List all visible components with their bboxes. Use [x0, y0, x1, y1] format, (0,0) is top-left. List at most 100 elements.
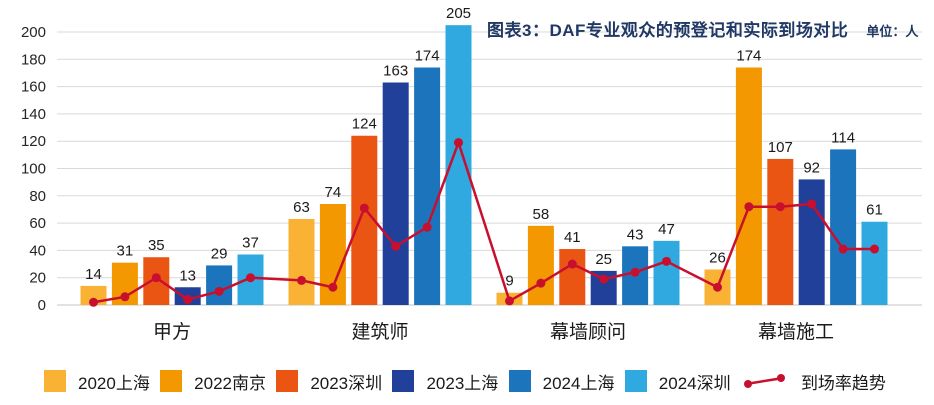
bar-value-label: 124	[352, 116, 377, 133]
legend-label: 2024上海	[542, 373, 615, 393]
bar-value-label: 25	[595, 251, 612, 268]
trend-line	[93, 138, 875, 304]
trend-point	[246, 273, 255, 283]
trend-point	[536, 278, 546, 288]
legend-label: 2023深圳	[310, 373, 383, 393]
legend: 2020上海 2022南京 2023深圳 2023上海 2024上海 2024深圳 到场率趋…	[0, 360, 934, 402]
bar-s4-c0	[206, 265, 233, 305]
trend-point	[183, 295, 193, 305]
chart-header: 图表3：DAF专业观众的预登记和实际到场对比 单位：人	[487, 16, 918, 41]
bar-s2-c2	[559, 249, 586, 305]
y-tick-label: 200	[21, 24, 46, 41]
bar-value-label: 29	[211, 245, 228, 262]
bar-s1-c3	[735, 67, 762, 306]
trend-point	[567, 259, 577, 269]
legend-swatch	[392, 370, 415, 392]
legend-label: 2024深圳	[658, 373, 731, 393]
trend-point	[630, 267, 640, 277]
bar-s1-c2	[527, 225, 554, 305]
trend-point	[505, 296, 514, 306]
bar-value-label: 174	[415, 47, 440, 64]
unit-label: 单位：人	[866, 24, 919, 39]
bar-s4-c1	[414, 67, 441, 306]
bar-value-label: 205	[446, 5, 471, 22]
bar-value-label: 13	[179, 267, 196, 284]
category-label: 建筑师	[351, 321, 408, 343]
legend-item-s2: 2023深圳	[276, 369, 382, 394]
bar-value-label: 26	[709, 250, 726, 267]
bar-value-label: 92	[803, 159, 820, 176]
y-tick-label: 0	[38, 297, 46, 314]
legend-item-trend: 到场率趋势	[741, 369, 886, 394]
y-tick-label: 160	[21, 79, 46, 96]
chart-canvas: 0 20 40 60 80 100 120 140 160 180 200 14 31 35 13 29 37 甲…	[21, 5, 922, 343]
bar-value-label: 74	[325, 184, 342, 201]
legend-label: 到场率趋势	[800, 373, 886, 393]
trend-point	[359, 203, 369, 213]
trend-point	[391, 241, 401, 251]
legend-item-s5: 2024深圳	[624, 369, 731, 394]
bar-s5-c3	[861, 221, 888, 305]
trend-point	[422, 222, 432, 232]
bar-value-label: 41	[564, 229, 581, 246]
legend-swatch	[276, 370, 299, 392]
bar-value-label: 107	[768, 139, 793, 156]
y-tick-label: 180	[21, 51, 46, 68]
bar-value-label: 61	[866, 202, 883, 219]
legend-swatch	[44, 370, 66, 392]
y-tick-label: 20	[29, 270, 46, 287]
bar-s3-c3	[798, 179, 825, 305]
y-tick-label: 40	[29, 242, 46, 259]
bar-s2-c3	[767, 158, 794, 305]
legend-label: 2023上海	[426, 373, 499, 393]
category-label: 幕墙顾问	[550, 321, 626, 343]
trend-point	[838, 244, 848, 254]
trend-point	[713, 282, 722, 292]
bar-value-label: 63	[293, 199, 310, 216]
trend-point	[744, 202, 754, 212]
y-tick-label: 80	[29, 188, 46, 205]
legend-swatch	[508, 370, 531, 392]
bar-value-label: 14	[85, 266, 102, 283]
bar-value-label: 114	[831, 129, 855, 146]
trend-point	[870, 244, 879, 254]
trend-point	[599, 274, 609, 284]
bar-s0-c1	[288, 219, 315, 305]
y-tick-label: 120	[21, 133, 46, 150]
trend-point	[807, 199, 817, 209]
bar-value-label: 35	[148, 237, 165, 254]
bar-value-label: 31	[117, 243, 134, 260]
trend-point	[297, 275, 306, 285]
legend-swatch	[160, 370, 183, 392]
bar-s4-c3	[830, 149, 857, 305]
trend-line-icon	[743, 374, 785, 388]
trend-point	[214, 286, 224, 296]
bar-s3-c1	[382, 82, 409, 305]
bar-s5-c2	[653, 240, 680, 305]
trend-point	[89, 297, 98, 307]
bar-value-label: 174	[736, 47, 761, 64]
legend-item-s1: 2022南京	[160, 369, 266, 394]
legend-swatch	[624, 370, 647, 392]
bar-value-label: 9	[505, 273, 513, 290]
trend-point	[120, 292, 130, 302]
bar-value-label: 43	[627, 226, 644, 243]
trend-point	[775, 202, 785, 212]
chart-area: 0 20 40 60 80 100 120 140 160 180 200 14 31 35 13 29 37 甲…	[21, 5, 922, 343]
y-tick-label: 140	[21, 106, 46, 123]
category-label: 幕墙施工	[758, 321, 834, 343]
legend-item-s0: 2020上海	[44, 369, 150, 394]
bar-value-label: 37	[242, 234, 259, 251]
legend-label: 2020上海	[78, 373, 150, 393]
y-tick-label: 60	[29, 215, 46, 232]
bar-value-label: 47	[658, 221, 675, 238]
trend-point	[151, 273, 161, 283]
category-label: 甲方	[153, 321, 191, 343]
trend-point	[454, 138, 463, 148]
trend-point	[662, 256, 671, 266]
legend-label: 2022南京	[194, 373, 266, 393]
legend-item-s3: 2023上海	[392, 369, 498, 394]
legend-item-s4: 2024上海	[508, 369, 615, 394]
chart-title: 图表3：DAF专业观众的预登记和实际到场对比	[487, 21, 849, 40]
y-tick-label: 100	[21, 161, 46, 178]
